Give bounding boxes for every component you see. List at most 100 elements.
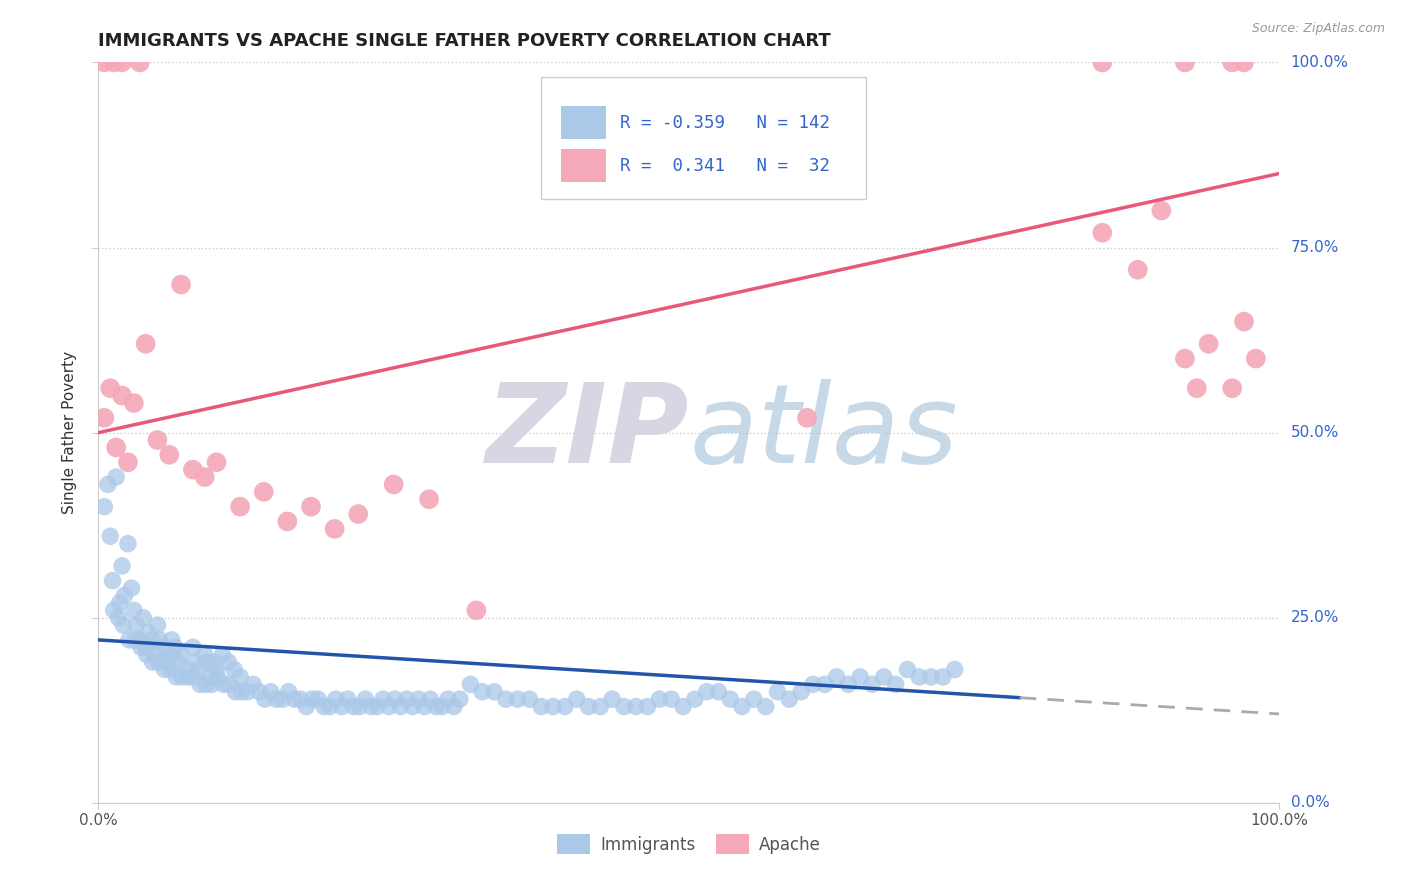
Text: 0.0%: 0.0% [1291,796,1329,810]
Point [766,685,789,699]
Text: 100.0%: 100.0% [1291,55,1348,70]
Point [111,55,134,70]
Point [117,455,139,469]
Point [1174,351,1197,366]
Point [330,699,353,714]
Point [354,692,377,706]
Point [141,632,163,647]
Point [194,648,217,662]
Point [170,277,193,292]
Point [181,640,204,655]
Point [790,685,813,699]
Point [541,699,564,714]
Point [395,692,418,706]
Point [637,699,659,714]
Point [184,655,207,669]
Point [207,670,229,684]
Point [360,699,382,714]
Point [301,692,323,706]
Point [873,670,896,684]
Point [323,522,346,536]
Point [430,699,453,714]
Point [659,692,682,706]
Point [105,470,128,484]
Point [167,655,190,669]
Point [814,677,837,691]
Text: atlas: atlas [689,379,957,486]
Point [135,640,157,655]
Point [107,610,129,624]
Point [1244,351,1267,366]
Point [122,603,145,617]
Point [128,55,150,70]
Point [413,699,436,714]
Point [554,699,576,714]
Point [112,589,135,603]
Point [271,692,294,706]
Point [195,655,218,669]
Point [742,692,765,706]
Point [565,692,588,706]
Point [159,663,181,677]
Point [347,507,370,521]
Point [530,699,553,714]
Point [932,670,955,684]
Point [778,692,800,706]
Point [755,699,778,714]
Point [146,433,169,447]
Point [1233,55,1256,70]
Point [153,663,176,677]
Point [93,500,115,514]
Point [437,692,460,706]
Point [849,670,872,684]
Point [295,699,318,714]
Point [97,477,120,491]
Point [1126,262,1149,277]
Point [943,663,966,677]
Point [482,685,505,699]
Point [103,603,125,617]
Point [299,500,322,514]
Point [135,648,157,662]
Point [135,336,157,351]
Point [718,692,741,706]
Point [117,536,139,550]
FancyBboxPatch shape [561,106,606,139]
Point [342,699,364,714]
Point [129,640,152,655]
Point [98,529,121,543]
Point [242,677,264,691]
Point [382,477,405,491]
Point [253,692,276,706]
Point [146,618,169,632]
Point [247,685,270,699]
Point [183,670,205,684]
Point [266,692,288,706]
Point [1220,381,1243,395]
Point [128,632,150,647]
Point [319,699,342,714]
Point [600,692,623,706]
Point [460,677,482,691]
Legend: Immigrants, Apache: Immigrants, Apache [550,828,828,861]
Point [648,692,671,706]
FancyBboxPatch shape [541,78,866,200]
Point [156,655,179,669]
Point [1198,336,1220,351]
Point [112,618,135,632]
Point [121,581,143,595]
Point [165,670,187,684]
Point [443,699,465,714]
Point [336,692,359,706]
Point [111,558,134,573]
Point [908,670,931,684]
Point [613,699,636,714]
Point [366,699,388,714]
Point [425,699,447,714]
FancyBboxPatch shape [561,149,606,182]
Point [152,640,174,655]
Point [418,492,440,507]
Point [143,648,166,662]
Point [672,699,695,714]
Point [103,55,125,70]
